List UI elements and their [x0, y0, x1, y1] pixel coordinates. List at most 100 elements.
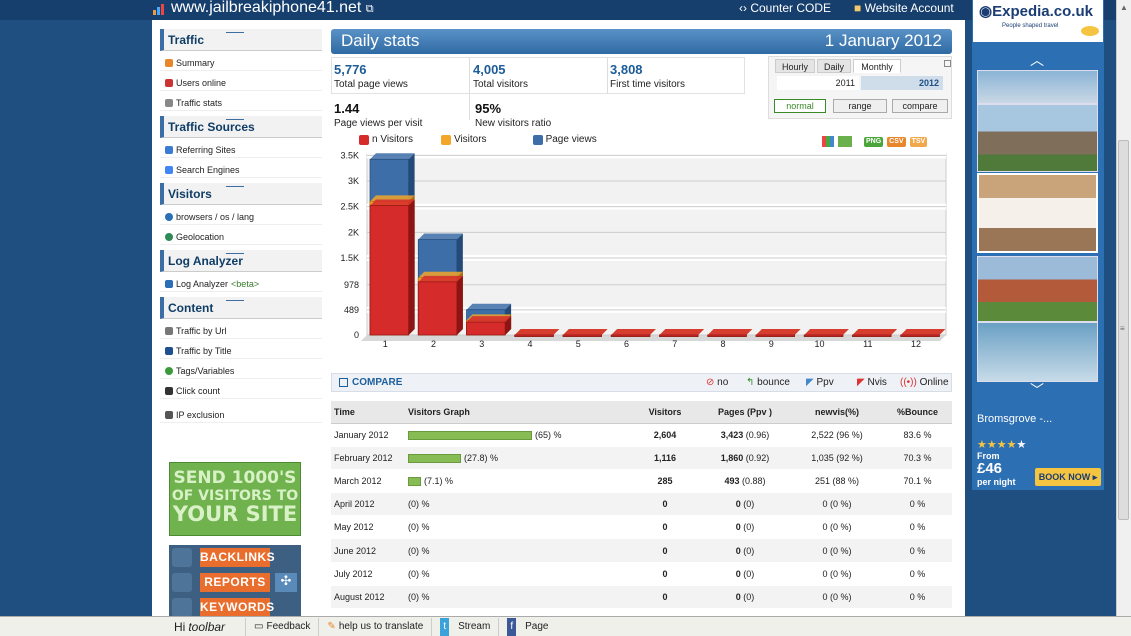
promo-line-3: YOUR SITE [172, 502, 298, 526]
keywords-button[interactable]: KEYWORDS [200, 598, 274, 616]
sidebar-section-visitors[interactable]: Visitors [160, 183, 322, 205]
calendar-icon[interactable] [944, 60, 951, 67]
sidebar-item-traffic-stats[interactable]: Traffic stats [160, 91, 322, 111]
sidebar-item-traffic-by-title[interactable]: Traffic by Title [160, 339, 322, 359]
sidebar-item-tags[interactable]: Tags/Variables [160, 359, 322, 379]
sidebar-item-geolocation[interactable]: Geolocation [160, 225, 322, 245]
ad-place[interactable]: Bromsgrove -... [977, 413, 1053, 425]
cell-visitors: 0 [631, 538, 699, 563]
hotel-room-photo[interactable] [977, 173, 1098, 253]
export-png[interactable]: PNG [864, 136, 884, 147]
hotel-photo[interactable] [977, 104, 1098, 172]
website-account-link[interactable]: ■ Website Account [854, 1, 954, 15]
bar-n-visitors [417, 281, 458, 336]
site-title[interactable]: www.jailbreakiphone41.net ⧉ [171, 0, 374, 16]
cell-time: March 2012 [331, 469, 405, 494]
stat-page-views-per-visit: 1.44 Page views per visit [334, 101, 423, 129]
period-selector: Hourly Daily Monthly 2011 2012 normal ra… [768, 56, 952, 119]
counter-code-link[interactable]: ‹› Counter CODE [739, 1, 832, 15]
legend-new-visitors[interactable]: n Visitors [359, 134, 413, 145]
chart-legend: n Visitors Visitors Page views [359, 134, 597, 145]
toolbar-translate[interactable]: ✎ help us to translate [319, 617, 433, 636]
mode-range[interactable]: range [833, 99, 887, 113]
ad-up-arrow[interactable]: ︿ [1030, 52, 1044, 68]
toolbar-page[interactable]: f Page [499, 617, 556, 636]
scroll-up-icon[interactable]: ▲ [1120, 3, 1128, 12]
hotel-pool-photo[interactable] [977, 322, 1098, 382]
sidebar-item-browsers[interactable]: browsers / os / lang [160, 205, 322, 225]
keywords-icon [172, 598, 192, 616]
export-tsv[interactable]: TSV [909, 136, 928, 147]
compare-no[interactable]: ⊘ no [706, 377, 729, 388]
tab-monthly[interactable]: Monthly [853, 59, 901, 73]
legend-visitors[interactable]: Visitors [440, 134, 487, 145]
sidebar-section-traffic[interactable]: Traffic [160, 29, 322, 51]
compare-nvis[interactable]: ◤ Nvis [857, 377, 887, 388]
bar-n-visitors [610, 334, 651, 337]
mode-compare[interactable]: compare [892, 99, 948, 113]
compare-label[interactable]: COMPARE [352, 377, 403, 388]
cell-newvis: 0 (0 %) [791, 585, 883, 610]
y-tick-label: 978 [344, 280, 359, 290]
sidebar-item-traffic-by-url[interactable]: Traffic by Url [160, 319, 322, 339]
sidebar-item-users-online[interactable]: Users online [160, 71, 322, 91]
year-2011[interactable]: 2011 [777, 76, 859, 90]
compare-bounce[interactable]: ↰ bounce [746, 377, 790, 388]
backlinks-button[interactable]: BACKLINKS [200, 548, 275, 567]
cell-pages: 0 (0) [699, 515, 791, 540]
sidebar-item-click-count[interactable]: Click count [160, 379, 322, 399]
cell-graph: (0) % [405, 562, 631, 586]
mode-normal[interactable]: normal [774, 99, 826, 113]
cell-bounce: 70.1 % [883, 469, 952, 494]
compare-ppv[interactable]: ◤ Ppv [806, 377, 834, 388]
sidebar-item-log-analyzer[interactable]: Log Analyzer <beta> [160, 272, 322, 292]
move-icon: ✣ [275, 573, 297, 592]
col-time[interactable]: Time [331, 401, 405, 424]
monthly-stats-table: Time Visitors Graph Visitors Pages (Ppv … [331, 401, 952, 610]
expedia-tagline: People shaped travel [1002, 23, 1059, 29]
x-tick-label: 5 [576, 339, 581, 349]
year-2012[interactable]: 2012 [861, 76, 943, 90]
chart-icon: ◤ [806, 377, 814, 388]
bar-chart-icon[interactable] [822, 136, 834, 147]
col-newvis[interactable]: newvis(%) [791, 401, 883, 424]
toolbar-feedback[interactable]: ▭ Feedback [246, 617, 320, 636]
sidebar-section-content[interactable]: Content [160, 297, 322, 319]
cell-time: July 2012 [331, 562, 405, 586]
tab-hourly[interactable]: Hourly [775, 59, 815, 73]
sidebar-item-ip-exclusion[interactable]: IP exclusion [160, 403, 322, 423]
cell-bounce: 0 % [883, 492, 952, 517]
sidebar-section-log-analyzer[interactable]: Log Analyzer [160, 250, 322, 272]
col-visitors[interactable]: Visitors [631, 401, 699, 424]
cell-newvis: 0 (0 %) [791, 538, 883, 563]
y-tick-label: 3.5K [340, 150, 359, 160]
hotel-photo[interactable] [977, 70, 1098, 104]
area-chart-icon[interactable] [838, 136, 852, 147]
promo-banner[interactable]: SEND 1000'S OF VISITORS TO YOUR SITE [169, 462, 301, 536]
cell-pages: 3,423 (0.96) [699, 423, 791, 447]
sidebar-item-search-engines[interactable]: Search Engines [160, 158, 322, 178]
scrollbar-thumb[interactable] [1118, 140, 1129, 520]
bar-top [611, 329, 656, 335]
export-csv[interactable]: CSV [887, 136, 906, 147]
col-pages[interactable]: Pages (Ppv ) [699, 401, 791, 424]
col-bounce[interactable]: %Bounce [883, 401, 952, 424]
grip-icon: ≡ [1120, 324, 1125, 333]
hotel-photo[interactable] [977, 256, 1098, 322]
ad-down-arrow[interactable]: ﹀ [1030, 382, 1044, 398]
tab-daily[interactable]: Daily [817, 59, 851, 73]
book-now-button[interactable]: BOOK NOW ▸ [1035, 468, 1101, 486]
reports-button[interactable]: REPORTS [200, 573, 270, 592]
expedia-logo[interactable]: ◉Expedia.co.uk [979, 3, 1093, 20]
cell-pages: 0 (0) [699, 585, 791, 610]
toolbar-stream[interactable]: t Stream [432, 617, 500, 636]
sidebar-item-summary[interactable]: Summary [160, 51, 322, 71]
compare-online[interactable]: ((•)) Online [900, 377, 949, 388]
cell-bounce: 0 % [883, 538, 952, 563]
cell-newvis: 251 (88 %) [791, 469, 883, 494]
sidebar-item-referring-sites[interactable]: Referring Sites [160, 138, 322, 158]
divider [607, 58, 608, 94]
legend-page-views[interactable]: Page views [532, 134, 597, 145]
toolbar-brand[interactable]: Hi toolbar [166, 617, 247, 636]
sidebar-section-traffic-sources[interactable]: Traffic Sources [160, 116, 322, 138]
